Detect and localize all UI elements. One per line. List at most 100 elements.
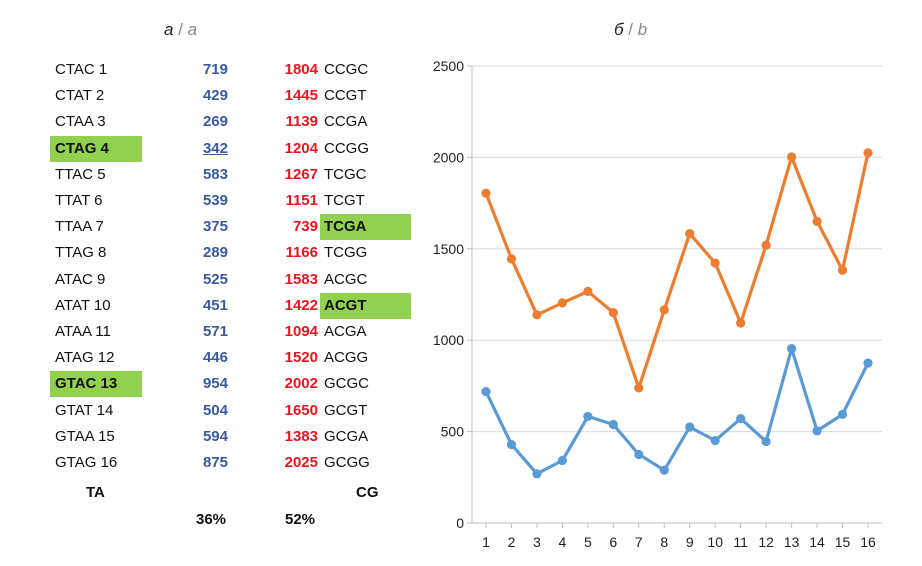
table-row: TTAA 7 375 739 TCGA bbox=[0, 214, 420, 241]
ta-codon: GTAA 15 bbox=[55, 427, 115, 445]
data-point bbox=[608, 307, 618, 318]
ta-codon: GTAT 14 bbox=[55, 401, 114, 419]
data-point bbox=[659, 305, 669, 315]
cg-count: 1166 bbox=[285, 244, 318, 262]
data-point bbox=[812, 216, 822, 226]
ta-count: 571 bbox=[202, 323, 228, 340]
table-row: CTAA 3 269 1139 CCGA bbox=[0, 109, 420, 135]
cg-codon: GCGC bbox=[324, 375, 369, 393]
table-row: ATAG 12 446 1520 ACGG bbox=[0, 345, 420, 371]
cg-codon: CCGC bbox=[324, 61, 369, 78]
ta-count: 539 bbox=[202, 192, 228, 209]
ta-count: 875 bbox=[202, 454, 228, 471]
ta-codon: GTAG 16 bbox=[55, 454, 118, 471]
data-point bbox=[583, 286, 593, 296]
footer-ta-label: TA bbox=[86, 484, 105, 501]
table-row: TTAC 5 583 1267 TCGC bbox=[0, 162, 420, 188]
data-point bbox=[736, 414, 746, 424]
data-point bbox=[659, 465, 669, 475]
x-tick-label: 12 bbox=[758, 534, 774, 550]
data-point bbox=[481, 386, 491, 397]
data-point bbox=[787, 152, 797, 162]
cg-count: 2025 bbox=[284, 454, 318, 471]
y-tick-label: 500 bbox=[441, 424, 465, 440]
cg-codon: GCGA bbox=[324, 427, 369, 445]
cg-count: 1520 bbox=[284, 349, 318, 367]
panel-b-title-alt: b bbox=[637, 20, 648, 39]
cg-codon: TCGG bbox=[324, 244, 368, 262]
cg-count: 1804 bbox=[284, 61, 318, 78]
x-tick-label: 4 bbox=[559, 534, 567, 550]
table-row: TTAT 6 539 1151 TCGT bbox=[0, 188, 420, 214]
y-tick-label: 1000 bbox=[433, 332, 464, 348]
x-tick-label: 11 bbox=[733, 534, 748, 550]
table-row: TTAG 8 289 1166 TCGG bbox=[0, 240, 420, 266]
cg-count: 1094 bbox=[284, 323, 318, 340]
table-row: GTAC 13 954 2002 GCGC bbox=[0, 371, 420, 398]
table-row: ATAA 11 571 1094 ACGA bbox=[0, 319, 420, 345]
dinucleotide-table: CTAC 1 719 1804 CCGC CTAT 2 429 1445 CCGT CTAA 3… bbox=[0, 0, 420, 566]
ta-codon: TTAG 8 bbox=[55, 244, 107, 262]
table-row: GTAA 15 594 1383 GCGA bbox=[0, 424, 420, 450]
ta-codon: ATAG 12 bbox=[55, 349, 115, 367]
ta-count: 504 bbox=[202, 401, 228, 419]
ta-codon: ATAC 9 bbox=[55, 270, 106, 288]
x-tick-label: 10 bbox=[707, 534, 723, 550]
ta-codon: CTAT 2 bbox=[55, 87, 105, 105]
cg-count: 1422 bbox=[284, 296, 318, 314]
x-tick-label: 8 bbox=[660, 534, 668, 550]
cg-codon: GCGT bbox=[324, 401, 368, 419]
x-tick-label: 5 bbox=[584, 534, 592, 550]
table-row: ATAT 10 451 1422 ACGT bbox=[0, 292, 420, 319]
data-point bbox=[506, 439, 517, 450]
data-point bbox=[634, 383, 644, 393]
ta-count: 451 bbox=[202, 296, 228, 314]
ta-codon: TTAA 7 bbox=[55, 218, 104, 236]
x-tick-label: 2 bbox=[508, 534, 516, 550]
data-point bbox=[812, 426, 822, 436]
data-point bbox=[557, 298, 567, 308]
data-point bbox=[863, 148, 873, 158]
table-row: CTAG 4 342 1204 CCGG bbox=[0, 135, 420, 162]
panel-a-title-sep: / bbox=[178, 20, 183, 39]
cg-codon: ACGT bbox=[320, 292, 411, 319]
data-point bbox=[481, 188, 491, 198]
x-tick-label: 6 bbox=[609, 534, 617, 550]
table-row: GTAT 14 504 1650 GCGT bbox=[0, 398, 420, 424]
data-point bbox=[685, 422, 695, 432]
data-point bbox=[557, 455, 567, 466]
table-row: CTAT 2 429 1445 CCGT bbox=[0, 83, 420, 109]
data-point bbox=[608, 419, 618, 430]
table-row: GTAG 16 875 2025 GCGG bbox=[0, 450, 420, 476]
x-tick-label: 1 bbox=[482, 534, 490, 550]
ta-codon: CTAA 3 bbox=[55, 113, 106, 131]
panel-b-title: б / b bbox=[614, 20, 647, 40]
data-point bbox=[837, 265, 848, 275]
ta-count: 289 bbox=[202, 244, 228, 262]
cg-count: 1139 bbox=[285, 113, 318, 131]
data-point bbox=[710, 435, 720, 446]
y-tick-label: 0 bbox=[456, 515, 464, 531]
table-row: ATAC 9 525 1583 ACGC bbox=[0, 267, 420, 293]
x-tick-label: 13 bbox=[784, 534, 800, 550]
cg-count: 1650 bbox=[284, 401, 318, 419]
y-tick-label: 2500 bbox=[433, 58, 464, 74]
ta-codon: ATAA 11 bbox=[55, 323, 111, 340]
ta-codon: CTAC 1 bbox=[55, 61, 108, 78]
panel-a-title-main: a bbox=[164, 20, 174, 39]
ta-count: 446 bbox=[202, 349, 228, 367]
cg-count: 1583 bbox=[284, 270, 318, 288]
cg-codon: TCGA bbox=[320, 214, 411, 241]
panel-b-title-main: б bbox=[614, 20, 624, 39]
y-tick-label: 1500 bbox=[433, 241, 464, 257]
cg-codon: TCGT bbox=[324, 192, 365, 209]
footer-ta-pct: 36% bbox=[196, 511, 227, 528]
x-tick-label: 16 bbox=[860, 534, 876, 550]
data-point bbox=[685, 229, 695, 239]
cg-codon: CCGG bbox=[324, 139, 369, 157]
cg-count: 739 bbox=[292, 218, 318, 236]
cg-count: 2002 bbox=[284, 375, 318, 393]
ta-count: 719 bbox=[202, 61, 228, 78]
data-point bbox=[634, 449, 644, 460]
ta-count: 375 bbox=[202, 218, 228, 236]
